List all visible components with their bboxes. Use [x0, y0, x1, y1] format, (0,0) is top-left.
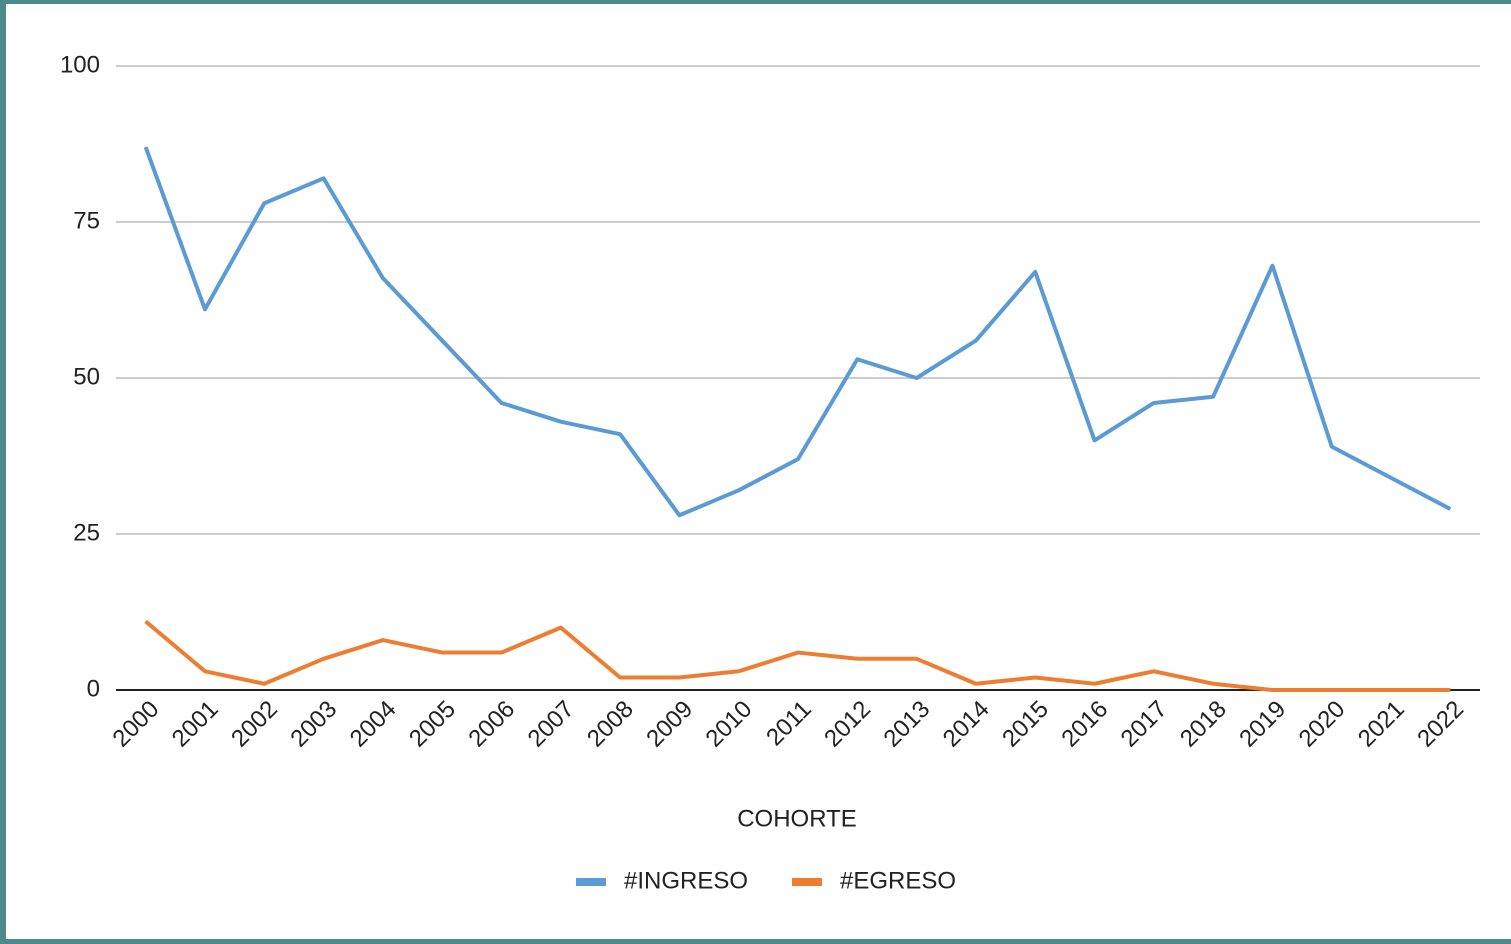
- series-line: [143, 146, 1452, 518]
- x-tick-label: 2015: [997, 696, 1054, 753]
- x-tick-label: 2012: [819, 696, 876, 753]
- y-tick-label: 50: [73, 363, 100, 390]
- x-tick-label: 2001: [167, 696, 224, 753]
- page: COHORTE 0 25 50 75 100 2000 2001 2002 2003 2004 20…: [6, 4, 1511, 939]
- x-tick-label: 2021: [1353, 696, 1410, 753]
- x-tick-label: 2014: [938, 696, 995, 753]
- x-tick-label: 2011: [761, 696, 817, 752]
- legend-label: #INGRESO: [624, 867, 748, 894]
- y-tick-label: 0: [87, 675, 100, 702]
- x-tick-label: 2007: [523, 696, 580, 753]
- legend-label: #EGRESO: [840, 867, 956, 894]
- y-tick-label: 75: [73, 207, 100, 234]
- x-tick-label: 2017: [1116, 696, 1173, 753]
- x-tick-label: 2022: [1412, 696, 1469, 753]
- x-tick-label: 2013: [878, 696, 935, 753]
- x-axis-label: COHORTE: [737, 805, 857, 832]
- x-tick-label: 2019: [1234, 696, 1291, 753]
- series-line: [144, 619, 1451, 692]
- x-tick-label: 2016: [1056, 696, 1113, 753]
- y-tick-label: 25: [73, 519, 100, 546]
- y-tick-label: 100: [60, 51, 100, 78]
- x-tick-label: 2005: [404, 696, 461, 753]
- x-tick-label: 2000: [108, 696, 165, 753]
- x-tick-label: 2003: [285, 696, 342, 753]
- x-tick-label: 2002: [226, 696, 283, 753]
- x-tick-label: 2010: [701, 696, 758, 753]
- x-tick-label: 2006: [463, 696, 520, 753]
- x-tick-label: 2008: [582, 696, 639, 753]
- x-tick-label: 2018: [1175, 696, 1232, 753]
- x-tick-label: 2009: [641, 696, 698, 753]
- x-tick-label: 2004: [345, 696, 402, 753]
- x-tick-label: 2020: [1294, 696, 1351, 753]
